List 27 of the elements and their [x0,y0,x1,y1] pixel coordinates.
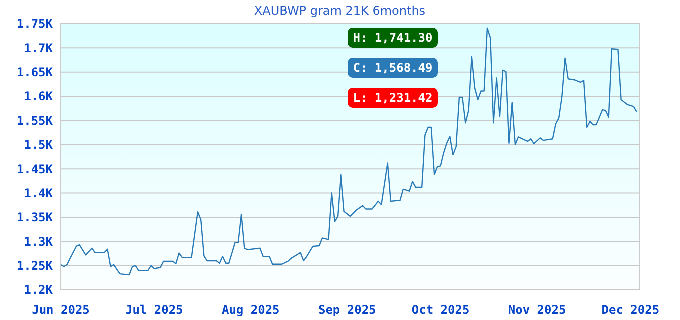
x-tick-label: Dec 2025 [602,303,660,317]
value-badge: H: 1,741.30 [348,28,438,48]
x-tick-label: Aug 2025 [222,303,280,317]
y-tick-label: 1.35K [16,210,54,225]
x-tick-label: Jul 2025 [125,303,184,317]
annotation: C: 1,568.49 [353,61,433,75]
annotation: H: 1,741.30 [353,31,433,45]
y-tick-label: 1.2K [24,283,54,298]
chart-title: XAUBWP gram 21K 6months [254,4,426,18]
line-series [60,28,638,276]
y-tick-label: 1.4K [24,186,54,200]
x-tick-label: Oct 2025 [412,303,470,317]
y-tick-label: 1.6K [24,90,54,104]
x-tick-label: Nov 2025 [508,303,566,317]
x-tick-label: Jun 2025 [32,303,90,317]
y-tick-label: 1.3K [24,234,54,249]
annotation: L: 1,231.42 [353,91,433,105]
x-tick-label: Sep 2025 [318,303,376,317]
value-badge: C: 1,568.49 [348,58,438,78]
value-badge: L: 1,231.42 [348,88,438,108]
y-tick-label: 1.5K [24,138,54,152]
y-tick-label: 1.65K [16,66,54,80]
y-tick-label: 1.25K [16,259,54,274]
y-tick-label: 1.55K [16,114,54,128]
y-tick-label: 1.75K [16,17,54,32]
y-tick-label: 1.45K [16,162,54,176]
y-tick-label: 1.7K [24,41,54,56]
